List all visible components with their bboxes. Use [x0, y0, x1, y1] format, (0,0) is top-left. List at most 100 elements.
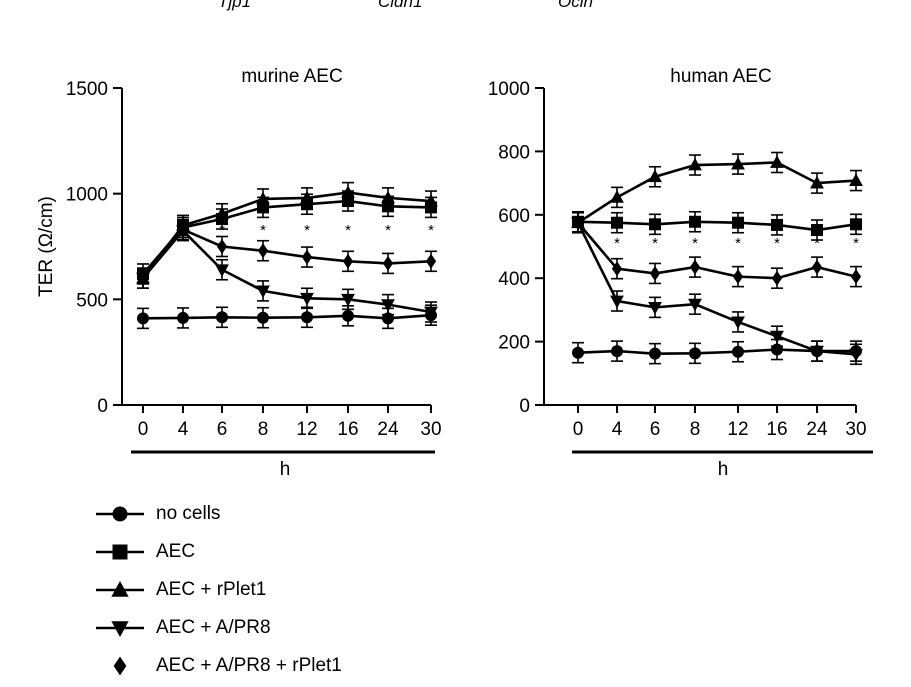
data-point-square [732, 216, 744, 229]
x-tick-label: 12 [727, 419, 748, 440]
significance-star: * [304, 222, 310, 239]
triangle-up-marker-icon [96, 581, 144, 597]
data-point-triangle-up [215, 206, 229, 220]
data-point-triangle-down [341, 293, 355, 307]
significance-star: * [614, 235, 620, 252]
data-point-circle [301, 311, 313, 324]
series-line-triangle-down [142, 228, 432, 314]
human-x-axis-label: h [718, 459, 729, 480]
series-line-diamond [577, 221, 857, 280]
data-point-triangle-down [688, 298, 702, 312]
significance-star: * [219, 222, 225, 239]
data-point-circle [342, 309, 354, 322]
top-label-tjp1: Tjp1 [218, 0, 252, 11]
data-point-triangle-up [648, 169, 662, 183]
series-line-square [577, 220, 857, 232]
data-point-diamond [382, 255, 394, 271]
significance-star: * [814, 235, 820, 252]
x-tick-label: 30 [845, 419, 866, 440]
data-point-triangle-down [770, 330, 784, 344]
data-point-diamond [257, 243, 269, 259]
series-line-circle [577, 348, 856, 355]
data-point-square [649, 218, 661, 231]
data-point-diamond [177, 222, 189, 238]
data-point-triangle-up [849, 173, 863, 186]
data-point-triangle-up [688, 157, 702, 171]
series-line-triangle-up [141, 191, 432, 279]
y-tick-label: 400 [498, 269, 530, 290]
data-point-square [689, 215, 701, 228]
y-tick-label: 0 [519, 396, 530, 417]
series-line-diamond [141, 228, 432, 280]
legend-symbol [111, 621, 129, 637]
data-point-diamond [611, 261, 623, 277]
data-point-diamond [850, 269, 862, 285]
significance-star: * [774, 235, 780, 252]
legend-label: AEC + A/PR8 + rPlet1 [156, 655, 342, 676]
x-tick-label: 8 [690, 419, 701, 440]
triangle-down-marker-icon [96, 621, 144, 637]
data-point-triangle-down [810, 345, 824, 359]
data-point-triangle-up [300, 190, 314, 204]
x-tick-label: 8 [258, 419, 269, 440]
top-label-ocln: Ocln [558, 0, 593, 11]
data-point-diamond [811, 259, 823, 275]
x-tick-label: 12 [296, 419, 317, 440]
legend-symbol [112, 506, 128, 522]
legend-label: AEC + A/PR8 [156, 617, 271, 638]
data-point-diamond [689, 259, 701, 275]
top-label-cldn1: Cldn1 [378, 0, 423, 11]
significance-star: * [428, 222, 434, 239]
data-point-square [611, 216, 623, 229]
data-point-triangle-up [381, 190, 395, 204]
x-tick-label: 0 [573, 419, 584, 440]
y-tick-label: 500 [76, 290, 108, 311]
data-point-circle [649, 347, 661, 360]
data-point-triangle-up [610, 190, 624, 203]
data-point-circle [177, 311, 189, 324]
y-tick-label: 1000 [66, 185, 108, 206]
murine-y-axis-label: TER (Ω/cm) [36, 196, 57, 297]
y-tick-label: 1000 [488, 79, 530, 100]
murine-panel: murine AEC TER (Ω/cm) h 0 500 1000 1500 0 4 6 *… [36, 66, 442, 480]
legend-symbol [111, 581, 129, 597]
data-point-diamond [572, 215, 584, 231]
significance-star: * [652, 235, 658, 252]
y-tick-label: 0 [97, 396, 108, 417]
data-point-circle [257, 311, 269, 324]
data-point-triangle-down [381, 299, 395, 312]
murine-chart-title: murine AEC [241, 66, 342, 87]
diamond-marker-icon [113, 656, 127, 676]
x-tick-label: 6 [650, 419, 661, 440]
legend-symbol [113, 656, 127, 676]
x-tick-label: 24 [806, 419, 828, 440]
data-point-diamond [342, 253, 354, 269]
human-chart-title: human AEC [670, 66, 771, 87]
x-tick-label: 16 [766, 419, 787, 440]
x-tick-label: 24 [377, 419, 399, 440]
data-point-diamond [301, 249, 313, 265]
data-point-triangle-up [810, 175, 824, 189]
y-tick-label: 600 [498, 206, 530, 227]
data-point-triangle-down [849, 348, 863, 362]
data-point-diamond [732, 269, 744, 285]
significance-star: * [853, 235, 859, 252]
human-panel: human AEC h 0 200 400 600 800 1000 0 4 * 6 * 8 * 12 * 1… [488, 66, 873, 480]
data-point-triangle-down [256, 285, 270, 299]
legend-label: AEC [156, 541, 196, 562]
significance-star: * [385, 222, 391, 239]
data-point-diamond [137, 270, 149, 286]
series-line-triangle-up [577, 161, 857, 224]
x-tick-label: 6 [217, 419, 228, 440]
data-point-diamond [649, 265, 661, 281]
x-tick-label: 0 [138, 419, 149, 440]
series-line-square [142, 199, 432, 275]
data-point-triangle-up [424, 193, 438, 207]
x-tick-label: 4 [178, 419, 189, 440]
data-point-square [771, 218, 783, 231]
data-point-triangle-down [424, 306, 438, 320]
significance-star: * [260, 222, 266, 239]
x-tick-label: 30 [420, 419, 441, 440]
y-tick-label: 1500 [66, 79, 108, 100]
data-point-diamond [425, 253, 437, 269]
